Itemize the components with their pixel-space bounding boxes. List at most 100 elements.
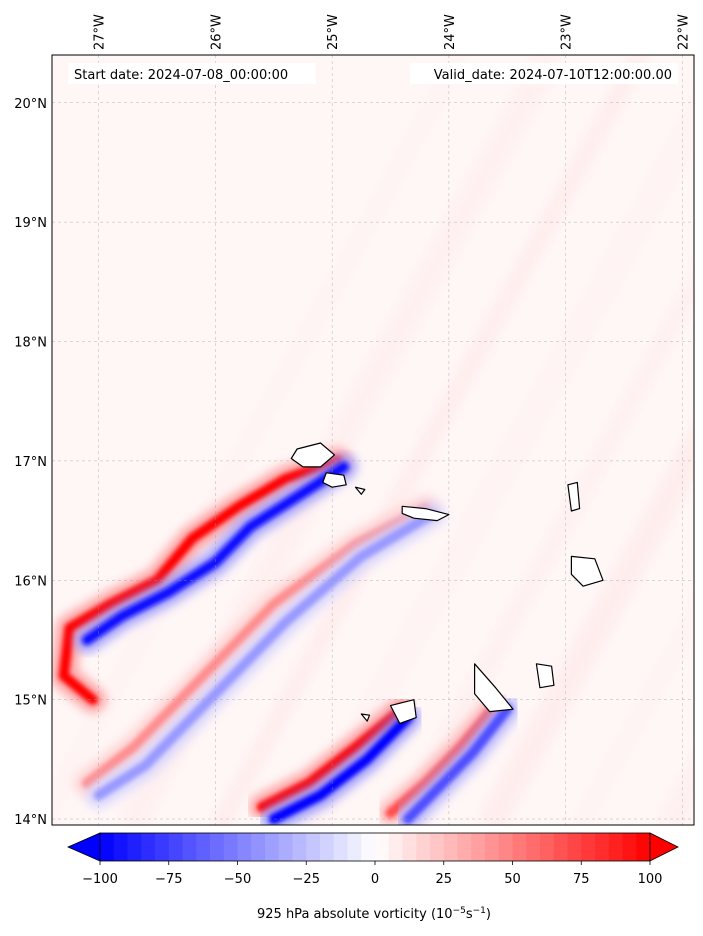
colorbar-extend-min — [67, 832, 101, 862]
lon-tick-label: 25°W — [326, 14, 341, 50]
map-gridlines — [52, 55, 694, 825]
island-maio — [535, 663, 555, 689]
colorbar-level — [622, 833, 637, 861]
lat-tick-label: 20°N — [14, 97, 47, 112]
lat-tick-label: 16°N — [14, 574, 47, 589]
colorbar-level — [553, 833, 568, 861]
colorbar-level — [333, 833, 348, 861]
background-streak — [212, 55, 648, 825]
lat-tick-label: 17°N — [14, 455, 47, 470]
colorbar-level — [608, 833, 623, 861]
colorbar-level — [471, 833, 486, 861]
santo-antao-wake-negative — [82, 461, 349, 645]
colorbar-tick-label: 0 — [371, 872, 379, 887]
longitude-tick-labels: 27°W 26°W 25°W 24°W 23°W 22°W — [93, 14, 692, 50]
colorbar-level — [361, 833, 376, 861]
colorbar-level — [155, 833, 170, 861]
colorbar-level — [182, 833, 197, 861]
island-brava — [360, 713, 371, 722]
colorbar-level — [388, 833, 403, 861]
colorbar-level — [347, 833, 362, 861]
background-streak — [297, 91, 694, 825]
colorbar-level — [581, 833, 596, 861]
colorbar-tick-label: −50 — [224, 872, 251, 887]
island-santa-luzia — [354, 486, 366, 495]
colorbar-level — [292, 833, 307, 861]
island-coastlines — [290, 442, 604, 725]
lon-tick-label: 26°W — [209, 14, 224, 50]
start-date-label: Start date: 2024-07-08_00:00:00 — [74, 68, 288, 83]
colorbar-tick-label: −100 — [82, 872, 118, 887]
sao-nicolau-wake-negative — [93, 509, 437, 801]
colorbar-level — [526, 833, 541, 861]
colorbar-tick-label: 75 — [573, 872, 590, 887]
colorbar-level — [443, 833, 458, 861]
colorbar-level — [595, 833, 610, 861]
colorbar-label-main: 925 hPa absolute vorticity (10 — [257, 907, 453, 922]
colorbar-label-sup2: −1 — [473, 906, 486, 916]
colorbar-label: 925 hPa absolute vorticity (10−5s−1) — [257, 906, 491, 922]
background-streak — [392, 267, 694, 825]
colorbar-label-sup1: −5 — [453, 906, 466, 916]
colorbar-level — [416, 833, 431, 861]
colorbar-tick-label: 50 — [504, 872, 521, 887]
colorbar-level — [100, 833, 115, 861]
colorbar-tick-label: 25 — [435, 872, 452, 887]
lon-tick-label: 22°W — [676, 14, 691, 50]
colorbar-level — [512, 833, 527, 861]
colorbar-level — [278, 833, 293, 861]
lon-tick-label: 24°W — [443, 14, 458, 50]
colorbar-level — [127, 833, 142, 861]
colorbar-ticks: −100 −75 −50 −25 0 25 50 75 100 — [82, 861, 662, 887]
colorbar-level — [498, 833, 513, 861]
colorbar-level — [567, 833, 582, 861]
island-s-o-nicolau — [401, 505, 450, 522]
island-boa-vista — [570, 555, 604, 587]
colorbar-level — [168, 833, 183, 861]
lat-tick-label: 18°N — [14, 336, 47, 351]
colorbar-level — [457, 833, 472, 861]
colorbar-level — [320, 833, 335, 861]
colorbar-level — [402, 833, 417, 861]
colorbar-label-end: ) — [486, 907, 491, 922]
valid-date-label: Valid_date: 2024-07-10T12:00:00.00 — [434, 68, 672, 83]
colorbar-tick-label: 100 — [638, 872, 663, 887]
background-streak — [477, 421, 694, 825]
lat-tick-label: 19°N — [14, 216, 47, 231]
colorbar-label-mid: s — [466, 907, 473, 922]
colorbar-level — [636, 833, 651, 861]
colorbar-levels — [100, 833, 651, 861]
colorbar-level — [430, 833, 445, 861]
colorbar-level — [485, 833, 500, 861]
santiago-wake-negative — [403, 704, 513, 824]
colorbar: −100 −75 −50 −25 0 25 50 75 100 925 hPa absolute… — [67, 832, 679, 922]
colorbar-extend-max — [649, 832, 679, 862]
island-fogo — [389, 699, 417, 725]
colorbar-level — [223, 833, 238, 861]
background-streak — [572, 597, 694, 825]
colorbar-level — [375, 833, 390, 861]
island-santo-ant-o — [290, 442, 336, 468]
vorticity-wake-features — [52, 447, 521, 825]
colorbar-level — [306, 833, 321, 861]
latitude-tick-labels: 14°N 15°N 16°N 17°N 18°N 19°N 20°N — [14, 97, 47, 828]
colorbar-level — [196, 833, 211, 861]
lat-tick-label: 14°N — [14, 813, 47, 828]
colorbar-level — [113, 833, 128, 861]
start-date-box — [68, 63, 316, 84]
colorbar-level — [540, 833, 555, 861]
santo-antao-wake-positive — [58, 455, 343, 705]
valid-date-box — [410, 63, 678, 84]
colorbar-level — [141, 833, 156, 861]
island-s-o-vicente — [322, 472, 347, 488]
colorbar-tick-label: −25 — [293, 872, 320, 887]
colorbar-level — [237, 833, 252, 861]
colorbar-tick-label: −75 — [155, 872, 182, 887]
colorbar-level — [210, 833, 225, 861]
lon-tick-label: 27°W — [93, 14, 108, 50]
background-streak — [52, 55, 468, 822]
colorbar-level — [265, 833, 280, 861]
island-sal — [567, 481, 581, 512]
map-panel: 27°W 26°W 25°W 24°W 23°W 22°W 14°N 15°N 16°N 17°… — [14, 14, 695, 828]
